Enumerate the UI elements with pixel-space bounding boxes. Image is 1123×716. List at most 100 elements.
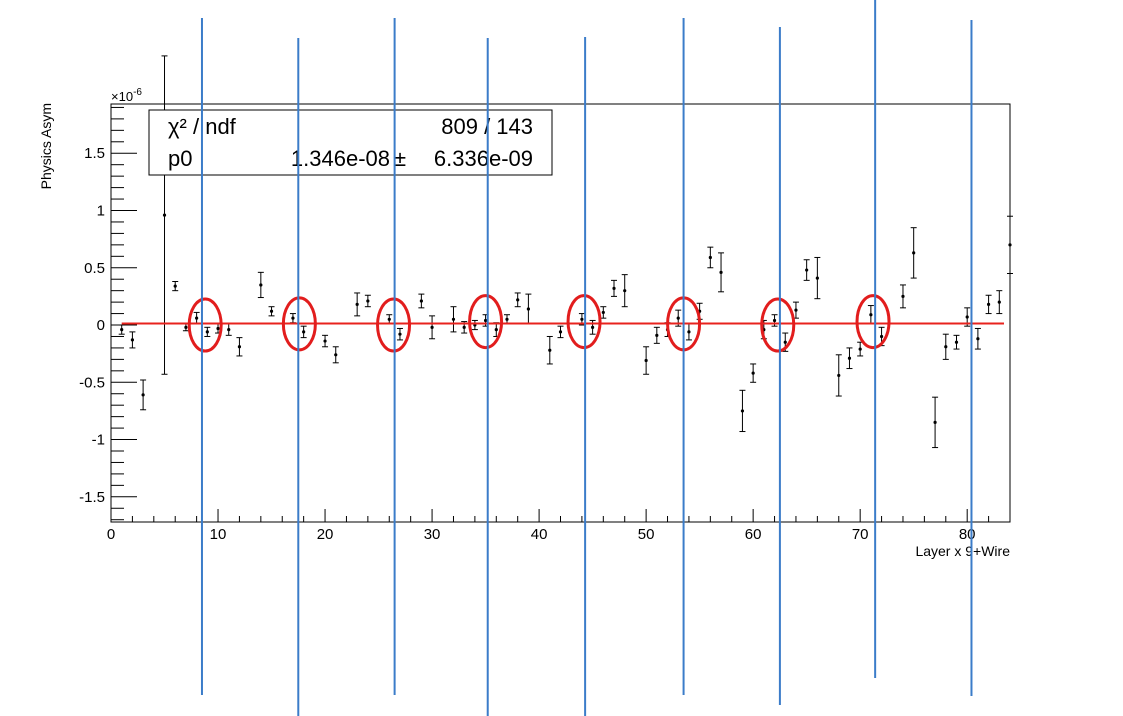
data-marker: [719, 270, 723, 274]
data-marker: [740, 409, 745, 413]
data-marker: [944, 345, 948, 349]
data-marker: [1008, 243, 1012, 247]
data-point: [899, 284, 906, 309]
data-marker: [141, 393, 145, 397]
x-tick-label: 20: [317, 526, 334, 543]
x-tick-label: 0: [107, 526, 115, 543]
highlight-circle: [566, 294, 602, 350]
y-exponent-power: -6: [133, 87, 142, 98]
data-marker: [847, 356, 852, 360]
data-point: [493, 322, 500, 337]
data-point: [140, 379, 147, 411]
data-marker: [687, 330, 691, 334]
data-marker: [398, 332, 402, 336]
data-marker: [933, 420, 937, 424]
data-marker: [644, 358, 648, 363]
highlight-circle: [187, 297, 223, 353]
y-tick-label: -1: [92, 432, 105, 449]
data-point: [750, 363, 757, 383]
data-point: [257, 271, 264, 299]
y-exponent-base: ×10: [111, 89, 133, 104]
data-marker: [216, 326, 220, 331]
data-marker: [815, 276, 819, 280]
data-marker: [965, 315, 969, 319]
data-marker: [655, 333, 659, 337]
data-point: [450, 306, 457, 333]
data-marker: [387, 317, 391, 321]
data-point: [268, 306, 275, 317]
data-marker: [526, 307, 530, 311]
data-marker: [805, 268, 809, 272]
data-point: [118, 324, 125, 335]
stats-p0-label: p0: [168, 146, 192, 171]
y-tick-label: -1.5: [79, 489, 105, 506]
data-marker: [302, 330, 306, 334]
data-point: [835, 354, 842, 397]
data-point: [322, 334, 329, 348]
data-marker: [237, 345, 242, 349]
data-marker: [837, 373, 841, 378]
data-point: [429, 315, 436, 340]
highlight-circle: [760, 297, 796, 353]
data-marker: [954, 340, 959, 344]
data-point: [803, 259, 810, 281]
x-tick-label: 70: [852, 526, 869, 543]
data-marker: [334, 353, 338, 357]
y-axis: -1.5 -1 -0.5 0 0.5 1 1.5: [79, 106, 137, 521]
data-marker: [676, 316, 680, 320]
data-point: [546, 335, 553, 365]
stats-p0-error: 6.336e-09: [434, 146, 533, 171]
x-axis-title: Layer x 9+Wire: [915, 543, 1010, 559]
data-point: [814, 256, 821, 300]
data-point: [707, 246, 714, 269]
data-point: [600, 306, 607, 319]
data-point: [332, 346, 339, 364]
data-marker: [794, 308, 798, 312]
data-point: [846, 347, 853, 370]
data-point: [204, 326, 211, 337]
highlight-circle: [468, 294, 504, 350]
data-point: [621, 274, 628, 308]
data-marker: [419, 299, 423, 303]
x-axis: 0 10 20 30 40 50 60 70 80: [107, 509, 1011, 543]
data-marker: [591, 325, 595, 329]
data-marker: [355, 302, 359, 307]
data-point: [611, 279, 618, 297]
data-marker: [623, 289, 627, 293]
data-marker: [976, 337, 980, 341]
y-tick-label: 1.5: [84, 145, 105, 162]
data-marker: [227, 328, 231, 332]
data-marker: [430, 325, 434, 329]
stats-box-frame: [148, 109, 553, 176]
data-point: [985, 294, 992, 315]
data-point: [1007, 215, 1013, 274]
data-marker: [269, 309, 274, 313]
data-marker: [173, 284, 177, 288]
data-point: [396, 327, 403, 341]
y-tick-label: -0.5: [79, 374, 105, 391]
data-marker: [558, 330, 563, 334]
data-point: [739, 389, 746, 433]
data-marker: [580, 317, 584, 321]
x-tick-label: 80: [959, 526, 976, 543]
y-tick-label: 1: [97, 203, 105, 220]
data-marker: [772, 318, 777, 323]
y-axis-title: Physics Asym: [38, 103, 54, 189]
data-point: [953, 334, 960, 350]
data-point: [172, 281, 179, 292]
data-marker: [323, 339, 327, 343]
data-marker: [901, 294, 905, 298]
data-point: [718, 252, 725, 293]
data-marker: [130, 338, 135, 342]
data-marker: [986, 302, 991, 307]
data-point: [514, 292, 521, 308]
data-point: [161, 55, 168, 375]
data-point: [653, 326, 660, 344]
data-marker: [783, 340, 787, 344]
data-marker: [483, 318, 488, 323]
data-point: [236, 337, 243, 357]
data-point: [942, 333, 949, 360]
data-marker: [548, 348, 552, 352]
